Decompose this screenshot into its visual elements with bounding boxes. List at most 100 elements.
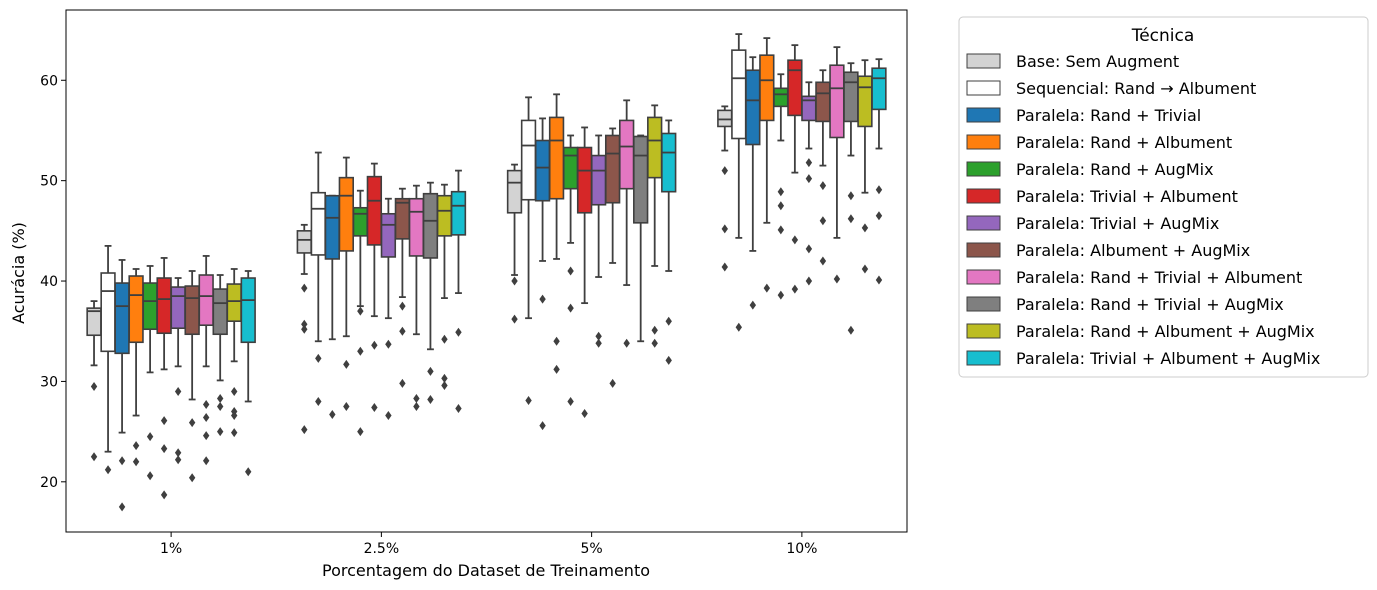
- legend-swatch: [966, 350, 1001, 366]
- series-8: [198, 46, 845, 466]
- box: [450, 190, 467, 236]
- outlier-point: [399, 301, 406, 311]
- outlier-point: [188, 473, 196, 483]
- outlier-point: [188, 418, 196, 428]
- outlier-point: [805, 276, 813, 286]
- series-1: [100, 33, 747, 475]
- legend-item: Paralela: Rand + AugMix: [966, 160, 1214, 179]
- outlier-point: [455, 404, 462, 414]
- outlier-point: [553, 336, 560, 346]
- outlier-point: [315, 353, 322, 363]
- series-6: [170, 81, 817, 465]
- legend-swatch: [966, 323, 1001, 339]
- outlier-point: [539, 421, 546, 431]
- outlier-point: [861, 223, 869, 233]
- outlier-point: [805, 158, 813, 168]
- outlier-point: [511, 314, 518, 324]
- outlier-point: [118, 456, 126, 466]
- box: [717, 109, 733, 128]
- outlier-point: [202, 431, 210, 441]
- legend-swatch: [966, 296, 1001, 312]
- outlier-point: [90, 381, 98, 391]
- outlier-point: [427, 366, 434, 376]
- legend-swatch: [966, 80, 1001, 96]
- outlier-point: [202, 400, 210, 410]
- outlier-point: [455, 327, 462, 337]
- y-axis-ticks: 20 30 40 50 60: [40, 73, 66, 491]
- outlier-point: [441, 373, 448, 383]
- box: [548, 116, 565, 200]
- box: [156, 277, 172, 335]
- box: [871, 67, 887, 111]
- box: [366, 175, 383, 246]
- legend-label: Paralela: Albument + AugMix: [1016, 241, 1250, 260]
- outlier-point: [399, 326, 406, 336]
- outlier-point: [847, 214, 855, 224]
- outlier-point: [441, 334, 448, 344]
- y-tick-label: 20: [40, 475, 58, 491]
- legend-label: Paralela: Rand + Albument: [1016, 133, 1232, 152]
- outlier-point: [231, 386, 238, 396]
- outlier-point: [427, 394, 434, 404]
- box: [408, 197, 425, 257]
- box: [647, 116, 663, 179]
- y-tick-label: 40: [40, 274, 58, 290]
- outlier-point: [371, 403, 378, 413]
- legend-item: Paralela: Trivial + AugMix: [966, 214, 1219, 233]
- outlier-point: [567, 397, 574, 406]
- box: [380, 212, 397, 258]
- outlier-point: [160, 444, 168, 454]
- outlier-point: [875, 211, 883, 221]
- x-tick-label: 2.5%: [364, 541, 400, 557]
- plot-area: [65, 9, 908, 533]
- outlier-point: [847, 325, 855, 335]
- outlier-point: [553, 364, 560, 374]
- outlier-point: [385, 339, 392, 349]
- outlier-point: [581, 409, 588, 419]
- legend-label: Paralela: Rand + AugMix: [1016, 160, 1214, 179]
- legend-swatch: [966, 215, 1001, 231]
- box: [520, 119, 537, 201]
- series-11: [240, 58, 887, 477]
- outlier-point: [146, 471, 154, 481]
- outlier-point: [413, 402, 420, 412]
- outlier-point: [132, 441, 140, 451]
- box: [604, 134, 621, 204]
- legend-item: Base: Sem Augment: [966, 52, 1179, 71]
- outlier-point: [595, 331, 602, 341]
- outlier-point: [875, 185, 883, 195]
- series-10: [226, 59, 873, 438]
- outlier-point: [805, 174, 813, 184]
- outlier-point: [665, 316, 672, 326]
- outlier-point: [301, 283, 308, 293]
- legend-swatch: [966, 53, 1001, 69]
- legend-label: Paralela: Trivial + Albument: [1016, 187, 1238, 206]
- outlier-point: [371, 340, 378, 350]
- outlier-point: [202, 456, 210, 466]
- outlier-point: [329, 410, 336, 420]
- outlier-point: [805, 244, 813, 254]
- legend-swatch: [966, 242, 1001, 258]
- legend-label: Paralela: Rand + Trivial + AugMix: [1016, 295, 1284, 314]
- box: [618, 119, 635, 190]
- box: [661, 132, 677, 193]
- legend-swatch: [966, 161, 1001, 177]
- legend-label: Base: Sem Augment: [1016, 52, 1179, 71]
- legend-swatch: [966, 134, 1001, 150]
- outlier-point: [301, 319, 308, 329]
- outlier-point: [567, 303, 574, 313]
- x-tick-label: 5%: [581, 541, 603, 557]
- outlier-point: [735, 322, 742, 332]
- outlier-point: [511, 276, 518, 286]
- outlier-point: [875, 275, 883, 285]
- box: [422, 192, 439, 259]
- outlier-point: [721, 262, 728, 272]
- box: [114, 282, 130, 355]
- legend-item: Paralela: Rand + Trivial + Albument: [966, 268, 1302, 287]
- box: [576, 146, 593, 214]
- outlier-point: [202, 413, 210, 423]
- legend-title: Técnica: [1131, 26, 1195, 46]
- outlier-point: [216, 393, 224, 403]
- box: [731, 49, 747, 140]
